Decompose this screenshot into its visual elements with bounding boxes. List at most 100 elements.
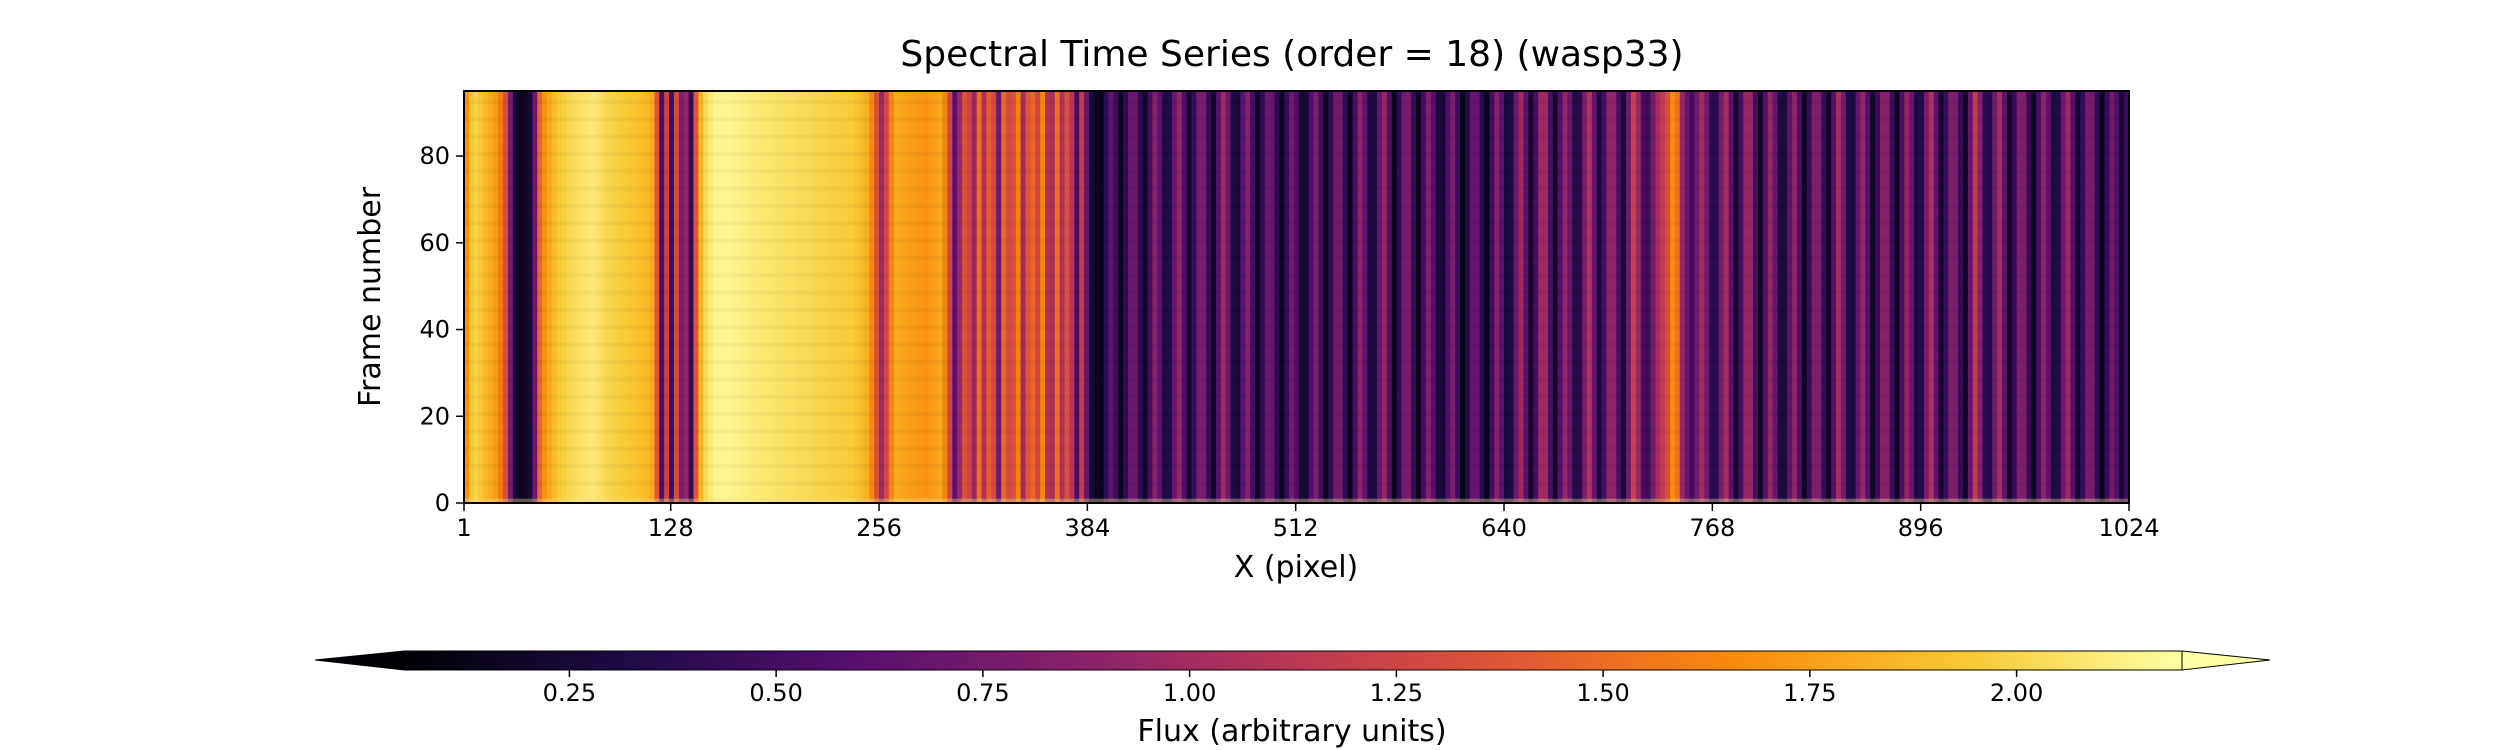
heatmap-column <box>2075 91 2081 503</box>
heatmap-column <box>1962 91 1969 503</box>
heatmap-column <box>1411 91 1417 503</box>
heatmap-column <box>962 91 968 503</box>
y-tick-label: 20 <box>419 402 450 430</box>
frame-band <box>464 412 2129 416</box>
heatmap-column <box>717 91 724 503</box>
heatmap-column <box>1943 91 1949 503</box>
heatmap-column <box>1718 91 1725 503</box>
heatmap-column <box>669 91 675 503</box>
heatmap-column <box>1469 91 1476 503</box>
heatmap-column <box>2006 91 2013 503</box>
x-tick-label: 1 <box>456 514 471 542</box>
colorbar-extend-high <box>2181 650 2271 671</box>
heatmap-column <box>854 91 861 503</box>
heatmap-column <box>781 91 787 503</box>
heatmap-column <box>1484 91 1490 503</box>
heatmap-column <box>1596 91 1603 503</box>
colorbar-ticks: 0.25 0.50 0.75 1.00 1.25 1.50 1.75 2.00 <box>543 670 2043 707</box>
heatmap-column <box>1523 91 1530 503</box>
heatmap-column <box>1123 91 1129 503</box>
heatmap-column <box>1787 91 1793 503</box>
colorbar-tick-label: 1.00 <box>1163 679 1216 707</box>
heatmap-column <box>815 91 822 503</box>
heatmap-column <box>908 91 914 503</box>
heatmap-column <box>810 91 817 503</box>
colorbar-label: Flux (arbitrary units) <box>1137 714 1446 749</box>
heatmap-column <box>1269 91 1276 503</box>
heatmap-column <box>1992 91 1998 503</box>
heatmap-column <box>644 91 651 503</box>
colorbar: 0.25 0.50 0.75 1.00 1.25 1.50 1.75 2.00 <box>314 650 2271 707</box>
heatmap-column <box>1987 91 1993 503</box>
heatmap-cells <box>464 91 2130 503</box>
heatmap-column <box>664 91 670 503</box>
heatmap-column <box>1865 91 1871 503</box>
heatmap-column <box>625 91 631 503</box>
heatmap-column <box>708 91 714 503</box>
heatmap-column <box>1640 91 1647 503</box>
heatmap-column <box>1489 91 1495 503</box>
first-frame-row <box>464 498 2129 503</box>
heatmap-column <box>1362 91 1368 503</box>
heatmap-column <box>1728 91 1735 503</box>
heatmap-column <box>1723 91 1730 503</box>
heatmap-column <box>1909 91 1915 503</box>
heatmap-column <box>1245 91 1251 503</box>
heatmap-column <box>727 91 734 503</box>
heatmap-column <box>673 91 680 503</box>
heatmap-column <box>620 91 626 503</box>
heatmap-column <box>1533 91 1539 503</box>
heatmap-column <box>1201 91 1207 503</box>
heatmap-column <box>942 91 948 503</box>
frame-band <box>464 117 2129 121</box>
heatmap-column <box>1464 91 1471 503</box>
heatmap-column <box>532 91 538 503</box>
heatmap-column <box>869 91 875 503</box>
heatmap-column <box>595 91 602 503</box>
frame-band <box>464 186 2129 190</box>
heatmap-column <box>1801 91 1808 503</box>
heatmap-column <box>1904 91 1910 503</box>
heatmap-column <box>1762 91 1769 503</box>
heatmap-column <box>1079 91 1085 503</box>
heatmap-column <box>1108 91 1114 503</box>
heatmap-column <box>1440 91 1447 503</box>
heatmap-column <box>1923 91 1930 503</box>
heatmap-column <box>879 91 885 503</box>
heatmap-column <box>1684 91 1691 503</box>
heatmap-column <box>517 91 524 503</box>
heatmap-column <box>1294 91 1300 503</box>
heatmap-column <box>1499 91 1505 503</box>
heatmap-column <box>1274 91 1281 503</box>
heatmap-column <box>693 91 699 503</box>
heatmap-column <box>1884 91 1891 503</box>
heatmap-column <box>2021 91 2028 503</box>
heatmap-column <box>1655 91 1661 503</box>
heatmap-column <box>864 91 870 503</box>
heatmap-column <box>1279 91 1285 503</box>
heatmap-column <box>1445 91 1451 503</box>
heatmap-column <box>1777 91 1783 503</box>
heatmap-column <box>771 91 778 503</box>
heatmap-column <box>747 91 753 503</box>
heatmap-column <box>1611 91 1617 503</box>
frame-band <box>464 169 2129 173</box>
heatmap-column <box>1015 91 1022 503</box>
heatmap-column <box>615 91 621 503</box>
heatmap-column <box>464 91 470 503</box>
heatmap-column <box>976 91 983 503</box>
x-axis-label: X (pixel) <box>1234 550 1359 585</box>
heatmap-column <box>1074 91 1080 503</box>
heatmap-column <box>1694 91 1700 503</box>
heatmap-column <box>1479 91 1486 503</box>
heatmap-column <box>1850 91 1857 503</box>
heatmap-column <box>1284 91 1290 503</box>
heatmap-column <box>683 91 690 503</box>
frame-band <box>464 221 2129 225</box>
heatmap-column <box>786 91 792 503</box>
heatmap-column <box>986 91 992 503</box>
heatmap-column <box>1875 91 1881 503</box>
heatmap-column <box>1753 91 1759 503</box>
heatmap-column <box>576 91 582 503</box>
